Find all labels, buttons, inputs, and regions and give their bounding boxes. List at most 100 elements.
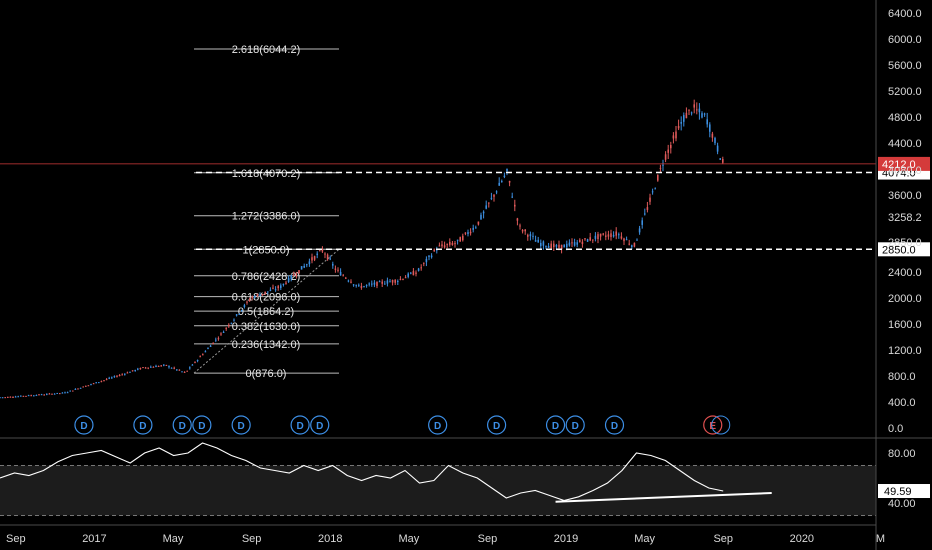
- candle-body: [376, 281, 378, 286]
- candle-body: [449, 241, 451, 245]
- earnings-marker[interactable]: [703, 415, 723, 435]
- dividend-marker[interactable]: [604, 415, 625, 435]
- candle-body: [389, 281, 391, 283]
- candle-body: [79, 387, 82, 389]
- candle-body: [194, 361, 196, 363]
- dividend-marker[interactable]: [310, 415, 330, 435]
- time-tick-label: 2017: [82, 533, 106, 545]
- time-tick-label: Sep: [242, 533, 262, 545]
- candle-body: [220, 333, 222, 335]
- candle-body: [631, 245, 633, 248]
- candle-body: [477, 221, 480, 225]
- candle-body: [508, 180, 511, 183]
- candle-body: [462, 235, 464, 241]
- candle-body: [625, 239, 628, 241]
- candle-body: [493, 194, 495, 197]
- candle-body: [209, 345, 212, 347]
- candle-body: [534, 240, 537, 242]
- price-tick-label: 2850.0: [888, 237, 922, 249]
- candle-body: [415, 272, 417, 274]
- time-tick-label: Sep: [6, 533, 26, 545]
- candle-body: [524, 229, 526, 232]
- dividend-marker[interactable]: [545, 415, 566, 435]
- dividend-marker[interactable]: [74, 415, 94, 435]
- candle-body: [319, 250, 321, 252]
- candle-body: [485, 205, 487, 209]
- candle-body: [53, 393, 56, 395]
- candle-body: [550, 243, 552, 249]
- candle-body: [92, 383, 95, 385]
- candle-body: [542, 241, 545, 246]
- candle-body: [566, 243, 568, 248]
- price-candles: [0, 99, 724, 399]
- candle-body: [248, 300, 251, 302]
- dividend-marker[interactable]: [192, 415, 212, 435]
- candle-body: [711, 133, 714, 138]
- candle-body: [651, 191, 654, 193]
- event-marker-label: D: [552, 421, 559, 432]
- candle-body: [519, 225, 521, 227]
- candle-body: [425, 258, 428, 263]
- time-tick-label: Sep: [713, 533, 733, 545]
- candle-body: [69, 390, 71, 392]
- dividend-marker[interactable]: [231, 415, 251, 435]
- dividend-marker[interactable]: [711, 415, 731, 435]
- candle-body: [90, 384, 92, 386]
- candle-body: [636, 239, 638, 241]
- rsi-trend-line[interactable]: [555, 492, 772, 503]
- candle-body: [124, 373, 126, 375]
- candle-body: [430, 255, 433, 258]
- candle-body: [113, 376, 116, 378]
- candle-body: [584, 238, 586, 240]
- candle-body: [337, 269, 339, 271]
- candle-body: [378, 281, 381, 283]
- candle-body: [521, 230, 524, 232]
- candle-body: [537, 239, 539, 243]
- candle-body: [129, 371, 131, 373]
- candle-body: [228, 324, 230, 327]
- candle-body: [191, 364, 194, 366]
- candle-body: [514, 204, 516, 207]
- price-tick-label: 6000.0: [888, 34, 922, 46]
- candle-body: [43, 394, 45, 396]
- candle-body: [345, 277, 347, 279]
- candle-body: [610, 233, 612, 237]
- event-marker-label: D: [316, 421, 323, 432]
- candle-body: [168, 366, 170, 368]
- candle-body: [602, 233, 604, 235]
- candle-body: [373, 282, 376, 285]
- candle-body: [254, 296, 256, 298]
- candle-body: [358, 284, 360, 286]
- candle-body: [308, 261, 311, 265]
- dividend-marker[interactable]: [565, 415, 585, 435]
- candle-body: [306, 264, 308, 266]
- rsi-value-tag: [878, 484, 930, 499]
- candle-body: [280, 285, 282, 289]
- rsi-tick-label: 40.00: [888, 498, 916, 510]
- dividend-marker[interactable]: [487, 415, 507, 435]
- fibonacci-extension[interactable]: 2.618(6044.2) 1.618(4070.2) 1.272(3386.0) 1…: [193, 44, 340, 380]
- candle-body: [516, 218, 519, 221]
- candle-body: [592, 239, 594, 241]
- dividend-marker[interactable]: [290, 415, 310, 435]
- time-tick-label: M: [876, 533, 885, 545]
- price-tag[interactable]: [878, 156, 930, 171]
- candle-body: [644, 213, 646, 215]
- candle-body: [189, 367, 191, 369]
- candle-body: [391, 280, 394, 283]
- rsi-line: [0, 442, 724, 502]
- dividend-marker[interactable]: [133, 415, 153, 435]
- dividend-marker[interactable]: [172, 415, 192, 435]
- candle-body: [464, 232, 467, 234]
- candle-body: [475, 227, 477, 229]
- rsi-value-label: 49.59: [884, 486, 912, 498]
- candle-body: [472, 227, 474, 230]
- price-tag[interactable]: [878, 242, 930, 257]
- dividend-marker[interactable]: [428, 415, 448, 435]
- candle-body: [503, 175, 506, 178]
- candle-body: [321, 249, 324, 252]
- candle-body: [40, 394, 43, 396]
